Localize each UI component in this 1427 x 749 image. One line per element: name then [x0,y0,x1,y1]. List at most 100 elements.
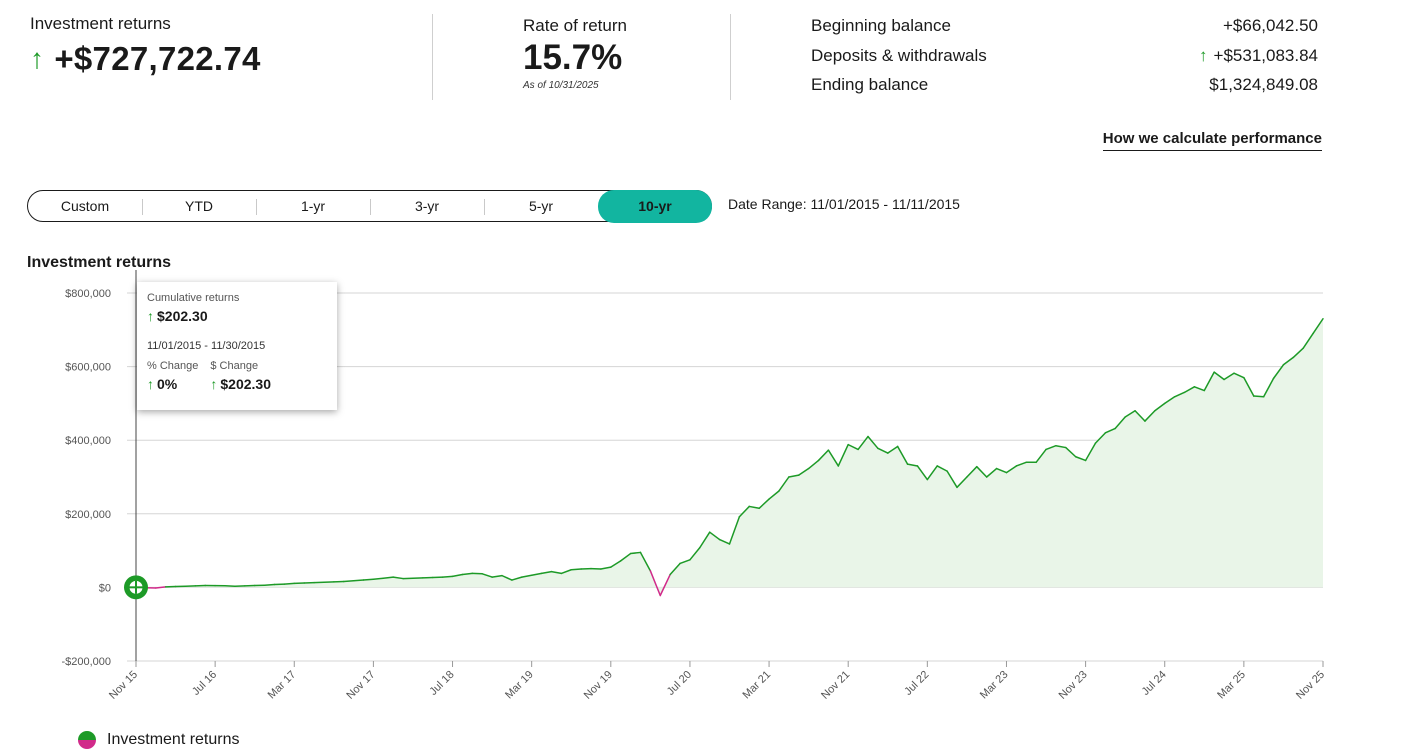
series-segment [718,538,731,545]
series-segment [1144,410,1156,422]
arrow-up-icon: ↑ [1199,46,1208,65]
series-segment [1055,444,1067,449]
tooltip-dollar-value: ↑ $202.30 [210,376,271,392]
chart-tooltip: Cumulative returns ↑ $202.30 11/01/2015 -… [137,282,337,410]
series-segment [857,435,869,451]
x-tick-label: Jul 16 [190,669,219,698]
series-segment [1193,386,1206,392]
how-we-calculate-link[interactable]: How we calculate performance [1102,130,1322,151]
legend-swatch-icon [78,731,96,749]
series-segment [362,578,375,581]
summary-amount: +$727,722.74 [54,40,261,77]
series-segment [1213,371,1225,381]
series-segment [619,552,632,562]
rate-of-return-as-of: As of 10/31/2025 [523,80,599,91]
series-segment [728,515,741,545]
divider [432,14,433,100]
summary-header: Investment returns ↑ +$727,722.74 Rate o… [0,0,1427,110]
summary-label: Investment returns [30,14,171,33]
series-segment [649,570,662,597]
x-tick-label: Mar 25 [1215,669,1248,702]
ending-balance-label: Ending balance [811,75,929,94]
tooltip-pct-label: % Change [147,360,199,372]
y-tick-label: -$200,000 [61,656,111,668]
x-tick-label: Mar 21 [740,669,773,702]
arrow-up-icon: ↑ [147,376,154,392]
chart-legend: Investment returns [78,731,240,749]
range-5yr-button[interactable]: 5-yr [484,191,598,221]
series-segment [768,490,780,500]
series-segment [540,570,553,575]
series-segment [1154,402,1166,412]
series-segment [1005,465,1018,474]
series-segment [382,576,394,579]
series-segment [441,575,454,578]
series-segment [689,546,701,561]
series-segment [1233,372,1245,379]
series-segment [976,465,988,478]
series-segment [946,470,958,489]
rate-of-return-value: 15.7% [523,38,623,77]
range-1yr-button[interactable]: 1-yr [256,191,370,221]
series-segment [639,551,652,572]
deposits-withdrawals-label: Deposits & withdrawals [811,46,987,65]
area-fill [136,318,1323,596]
series-segment [481,573,493,578]
series-segment [926,465,938,481]
x-tick-label: Nov 21 [819,669,852,702]
series-segment [797,467,810,476]
series-segment [837,443,849,467]
ending-balance-value: $1,324,849.08 [1209,75,1318,94]
y-tick-label: $800,000 [65,288,111,300]
series-segment [1094,432,1107,444]
x-tick-label: Jul 24 [1140,669,1169,698]
date-range-selector: Custom YTD 1-yr 3-yr 5-yr 10-yr [27,189,712,223]
series-segment [1134,410,1146,422]
series-segment [1272,364,1285,380]
deposits-withdrawals-row: Deposits & withdrawals ↑ +$531,083.84 [811,46,1318,66]
y-tick-label: $600,000 [65,362,111,374]
series-segment [283,582,296,585]
series-segment [699,531,711,549]
series-segment [748,505,760,510]
x-tick-label: Jul 20 [665,669,694,698]
y-tick-label: $200,000 [65,509,111,521]
x-tick-label: Nov 25 [1294,669,1327,702]
tooltip-dates: 11/01/2015 - 11/30/2015 [147,340,266,352]
series-segment [847,443,859,451]
series-segment [1302,332,1314,349]
x-tick-label: Jul 22 [902,669,931,698]
deposits-withdrawals-value: +$531,083.84 [1213,46,1318,65]
tooltip-pct-value: ↑ 0% [147,376,198,392]
series-segment [1183,386,1196,394]
tooltip-dollar-col: $ Change ↑ $202.30 [210,360,271,392]
range-custom-button[interactable]: Custom [60,198,110,214]
series-segment [995,467,1008,474]
ending-balance-row: Ending balance $1,324,849.08 [811,75,1318,95]
series-segment [1045,444,1057,451]
series-segment [679,559,691,565]
series-segment [1104,427,1117,434]
range-ytd-button[interactable]: YTD [142,191,256,221]
arrow-up-icon: ↑ [30,43,45,74]
series-segment [778,476,790,492]
series-segment [1084,442,1097,462]
series-segment [1163,396,1176,405]
series-segment [263,583,276,586]
series-segment [788,474,800,478]
series-segment [985,467,998,478]
x-tick-label: Nov 17 [344,669,377,702]
series-segment [550,570,563,575]
series-segment [738,505,751,518]
range-10yr-button[interactable]: 10-yr [598,189,712,223]
y-tick-label: $0 [99,582,111,594]
series-segment [1015,461,1027,467]
range-3yr-button[interactable]: 3-yr [370,191,484,221]
series-segment [610,560,622,568]
series-segment [1243,376,1255,397]
series-segment [530,572,543,577]
x-tick-label: Nov 15 [107,669,140,702]
series-segment [392,576,404,580]
series-segment [916,465,929,481]
beginning-balance-row: Beginning balance +$66,042.50 [811,16,1318,36]
